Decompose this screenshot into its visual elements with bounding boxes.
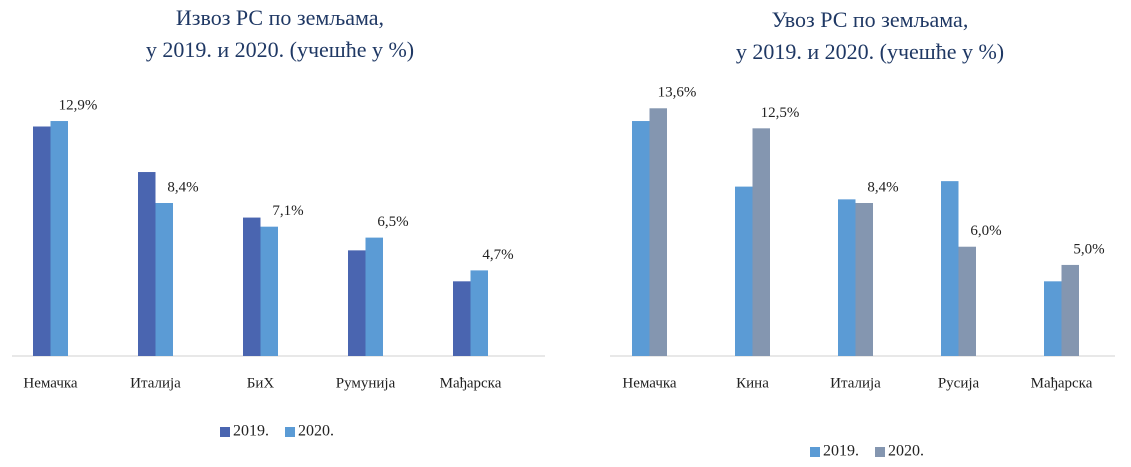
data-label: 6,5%	[377, 214, 408, 230]
legend-label: 2019.	[823, 443, 859, 460]
bar	[155, 203, 173, 356]
bar	[243, 217, 261, 356]
data-label: 8,4%	[167, 179, 198, 195]
data-label: 5,0%	[1073, 241, 1104, 257]
x-tick-label: Немачка	[622, 375, 677, 391]
bar	[1044, 281, 1062, 356]
bar	[735, 186, 753, 356]
x-tick-label: Италија	[830, 375, 881, 391]
bar	[855, 203, 873, 356]
bar	[260, 226, 278, 356]
chart-title: у 2019. и 2020. (учешће у %)	[146, 37, 414, 62]
chart-title: Увоз РС по земљама,	[772, 7, 969, 32]
bar	[453, 281, 471, 356]
data-label: 6,0%	[970, 223, 1001, 239]
chart-title: у 2019. и 2020. (учешће у %)	[736, 39, 1004, 64]
x-tick-label: Кина	[736, 375, 769, 391]
bar	[1061, 264, 1079, 356]
legend-swatch	[875, 447, 885, 457]
bar	[752, 128, 770, 356]
x-tick-label: Румунија	[336, 375, 396, 391]
bar	[838, 199, 856, 356]
legend-swatch	[285, 427, 295, 437]
x-tick-label: Мађарска	[1031, 375, 1093, 391]
legend-swatch	[810, 447, 820, 457]
bar	[649, 108, 667, 357]
data-label: 7,1%	[272, 203, 303, 219]
data-label: 4,7%	[482, 247, 513, 263]
bar	[365, 237, 383, 356]
legend-label: 2020.	[888, 443, 924, 460]
x-tick-label: Мађарска	[440, 375, 502, 391]
bar	[50, 121, 68, 357]
data-label: 8,4%	[867, 179, 898, 195]
chart-title: Извоз РС по земљама,	[176, 5, 384, 30]
x-tick-label: БиХ	[247, 375, 275, 391]
bar	[348, 250, 366, 356]
bar	[470, 270, 488, 356]
x-tick-label: Немачка	[23, 375, 78, 391]
legend-label: 2019.	[233, 423, 269, 440]
x-tick-label: Италија	[130, 375, 181, 391]
data-label: 12,9%	[59, 97, 98, 113]
bar	[941, 181, 959, 356]
bar	[33, 126, 51, 356]
legend-label: 2020.	[298, 423, 334, 440]
bar	[958, 246, 976, 356]
data-label: 12,5%	[761, 105, 800, 121]
legend-swatch	[220, 427, 230, 437]
bar	[138, 172, 156, 356]
x-tick-label: Русија	[938, 375, 980, 391]
bar	[632, 121, 650, 357]
data-label: 13,6%	[658, 85, 697, 101]
